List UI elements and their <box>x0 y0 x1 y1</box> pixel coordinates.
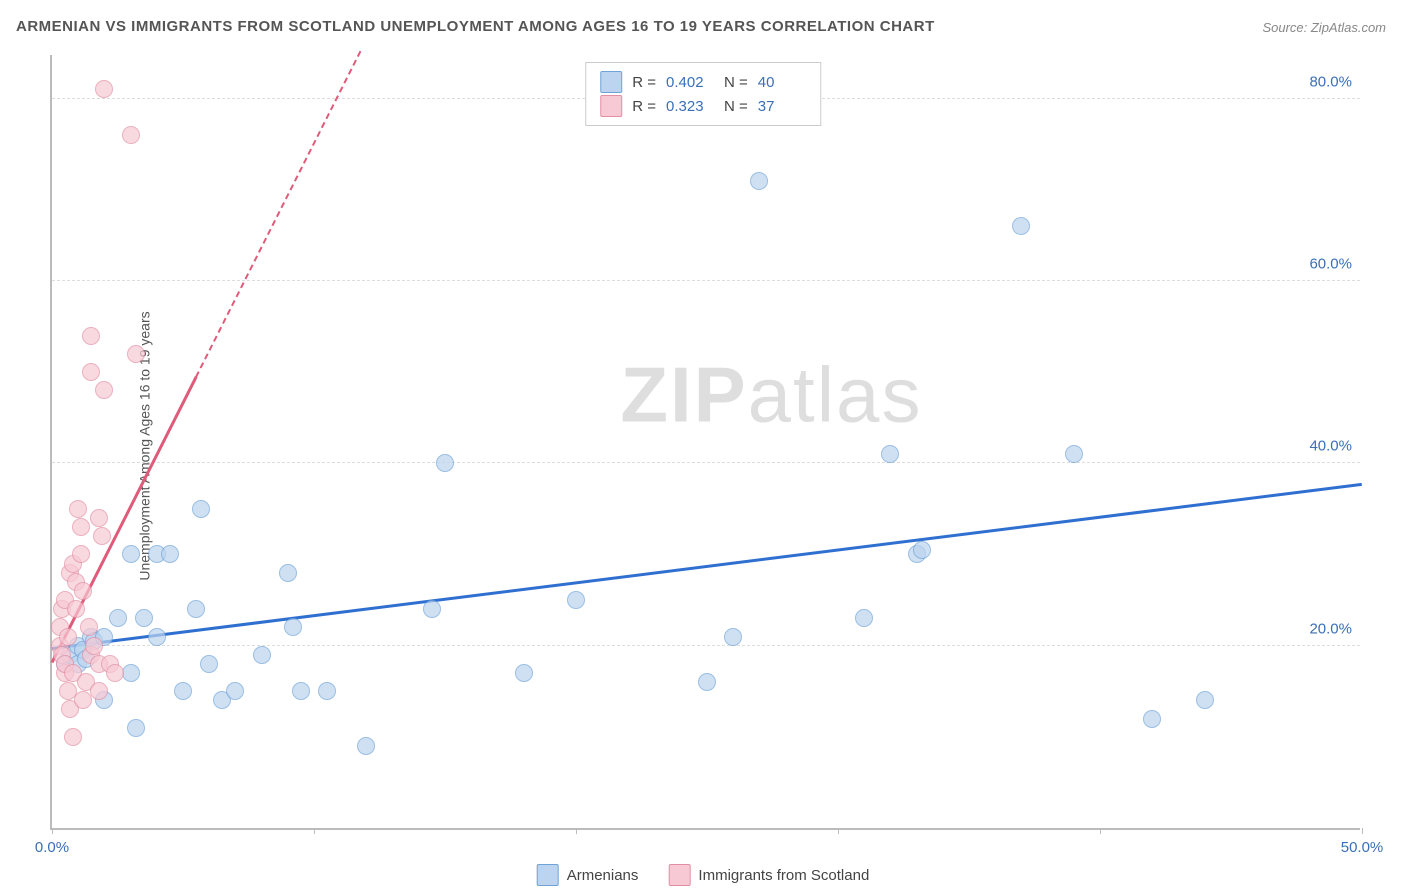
y-tick-label: 20.0% <box>1309 620 1352 637</box>
data-point <box>855 609 873 627</box>
data-point <box>436 454 454 472</box>
x-tick-label: 0.0% <box>35 839 69 856</box>
legend-stats: R = 0.402 N = 40 R = 0.323 N = 37 <box>585 62 821 126</box>
data-point <box>122 664 140 682</box>
data-point <box>698 673 716 691</box>
data-point <box>148 628 166 646</box>
data-point <box>109 609 127 627</box>
data-point <box>1196 691 1214 709</box>
data-point <box>72 545 90 563</box>
x-tick-label: 50.0% <box>1341 839 1384 856</box>
r-label: R = <box>632 98 656 115</box>
legend-swatch-pink <box>600 95 622 117</box>
data-point <box>80 618 98 636</box>
data-point <box>135 609 153 627</box>
r-label: R = <box>632 74 656 91</box>
n-label: N = <box>724 74 748 91</box>
data-point <box>90 682 108 700</box>
data-point <box>69 500 87 518</box>
gridline <box>52 462 1360 463</box>
r-value: 0.402 <box>666 74 714 91</box>
data-point <box>284 618 302 636</box>
x-tick-mark <box>838 828 839 834</box>
data-point <box>253 646 271 664</box>
data-point <box>122 126 140 144</box>
data-point <box>174 682 192 700</box>
data-point <box>127 719 145 737</box>
data-point <box>82 363 100 381</box>
data-point <box>122 545 140 563</box>
data-point <box>74 582 92 600</box>
legend-item: Immigrants from Scotland <box>668 864 869 886</box>
data-point <box>82 327 100 345</box>
x-tick-mark <box>1362 828 1363 834</box>
data-point <box>226 682 244 700</box>
data-point <box>423 600 441 618</box>
data-point <box>1143 710 1161 728</box>
data-point <box>567 591 585 609</box>
y-tick-label: 40.0% <box>1309 438 1352 455</box>
chart-title: ARMENIAN VS IMMIGRANTS FROM SCOTLAND UNE… <box>16 18 935 35</box>
legend-series: Armenians Immigrants from Scotland <box>537 864 870 886</box>
data-point <box>67 600 85 618</box>
gridline <box>52 645 1360 646</box>
legend-stats-row: R = 0.323 N = 37 <box>600 95 806 117</box>
legend-swatch-pink <box>668 864 690 886</box>
x-tick-mark <box>1100 828 1101 834</box>
data-point <box>200 655 218 673</box>
data-point <box>1012 217 1030 235</box>
n-label: N = <box>724 98 748 115</box>
data-point <box>95 80 113 98</box>
source-label: Source: ZipAtlas.com <box>1262 20 1386 35</box>
data-point <box>90 509 108 527</box>
legend-stats-row: R = 0.402 N = 40 <box>600 71 806 93</box>
x-tick-mark <box>52 828 53 834</box>
n-value: 40 <box>758 74 806 91</box>
data-point <box>161 545 179 563</box>
trendline <box>52 483 1362 650</box>
data-point <box>106 664 124 682</box>
data-point <box>85 637 103 655</box>
legend-label: Immigrants from Scotland <box>698 867 869 884</box>
data-point <box>724 628 742 646</box>
data-point <box>64 728 82 746</box>
data-point <box>72 518 90 536</box>
trendline <box>195 52 361 378</box>
watermark: ZIPatlas <box>620 350 922 441</box>
data-point <box>95 381 113 399</box>
r-value: 0.323 <box>666 98 714 115</box>
data-point <box>292 682 310 700</box>
data-point <box>357 737 375 755</box>
data-point <box>913 541 931 559</box>
gridline <box>52 280 1360 281</box>
data-point <box>192 500 210 518</box>
n-value: 37 <box>758 98 806 115</box>
data-point <box>515 664 533 682</box>
data-point <box>1065 445 1083 463</box>
legend-item: Armenians <box>537 864 639 886</box>
data-point <box>881 445 899 463</box>
y-tick-label: 60.0% <box>1309 255 1352 272</box>
data-point <box>93 527 111 545</box>
data-point <box>318 682 336 700</box>
legend-label: Armenians <box>567 867 639 884</box>
legend-swatch-blue <box>600 71 622 93</box>
data-point <box>59 628 77 646</box>
scatter-plot: ZIPatlas 20.0%40.0%60.0%80.0%0.0%50.0% <box>50 55 1360 830</box>
data-point <box>279 564 297 582</box>
data-point <box>127 345 145 363</box>
y-tick-label: 80.0% <box>1309 73 1352 90</box>
x-tick-mark <box>314 828 315 834</box>
data-point <box>750 172 768 190</box>
x-tick-mark <box>576 828 577 834</box>
data-point <box>187 600 205 618</box>
legend-swatch-blue <box>537 864 559 886</box>
